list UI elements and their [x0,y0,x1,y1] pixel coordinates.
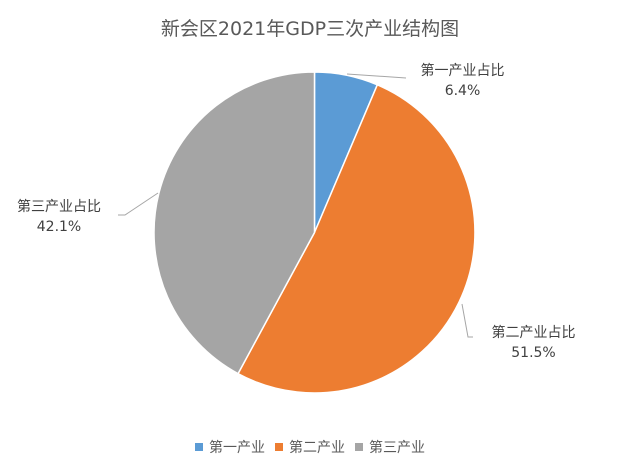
data-label-tertiary: 第三产业占比 42.1% [3,197,115,237]
data-label-secondary: 第二产业占比 51.5% [476,323,591,363]
legend-item-tertiary[interactable]: 第三产业 [355,437,425,457]
legend-label: 第三产业 [369,440,425,456]
data-label-name: 第二产业占比 [491,325,576,341]
legend-swatch-icon [195,443,203,451]
pie-slice-secondary[interactable] [237,83,476,394]
legend-swatch-icon [275,443,283,451]
pie-slices [153,71,476,394]
leader-line-tertiary [118,192,159,216]
data-label-value: 42.1% [36,219,82,235]
legend-item-primary[interactable]: 第一产业 [195,437,265,457]
leader-line-primary [346,73,407,79]
legend-label: 第一产业 [209,440,265,456]
data-label-value: 6.4% [444,83,481,99]
chart-legend: 第一产业 第二产业 第三产业 [0,437,620,457]
legend-item-secondary[interactable]: 第二产业 [275,437,345,457]
legend-swatch-icon [355,443,363,451]
chart-title: 新会区2021年GDP三次产业结构图 [160,18,460,40]
data-label-value: 51.5% [511,345,556,361]
leader-lines [118,73,473,338]
pie-slice-tertiary[interactable] [153,71,316,375]
leader-line-secondary [461,303,473,338]
data-label-name: 第三产业占比 [17,199,101,215]
data-label-primary: 第一产业占比 6.4% [410,61,515,101]
legend-label: 第二产业 [289,440,345,456]
data-label-name: 第一产业占比 [420,63,505,79]
